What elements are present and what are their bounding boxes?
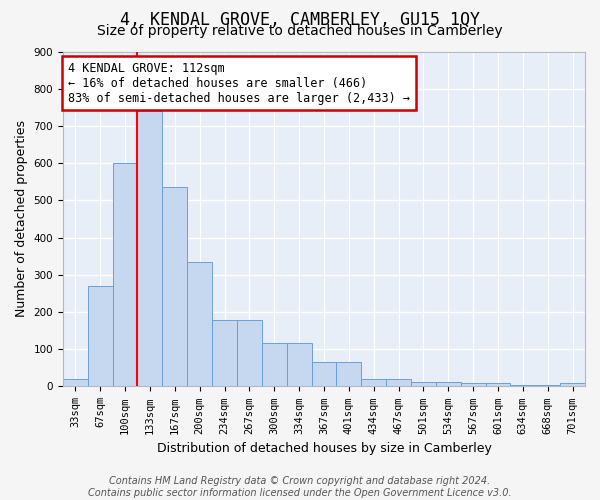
Bar: [113, 163, 137, 386]
Bar: [237, 320, 262, 386]
Bar: [63, 379, 88, 386]
Bar: [88, 286, 113, 386]
Bar: [287, 342, 311, 386]
Bar: [163, 188, 187, 386]
Text: 4 KENDAL GROVE: 112sqm
← 16% of detached houses are smaller (466)
83% of semi-de: 4 KENDAL GROVE: 112sqm ← 16% of detached…: [68, 62, 410, 104]
Bar: [411, 382, 436, 386]
Text: Size of property relative to detached houses in Camberley: Size of property relative to detached ho…: [97, 24, 503, 38]
Bar: [212, 320, 237, 386]
Bar: [535, 384, 560, 386]
Bar: [386, 379, 411, 386]
X-axis label: Distribution of detached houses by size in Camberley: Distribution of detached houses by size …: [157, 442, 491, 455]
Text: 4, KENDAL GROVE, CAMBERLEY, GU15 1QY: 4, KENDAL GROVE, CAMBERLEY, GU15 1QY: [120, 11, 480, 29]
Bar: [187, 262, 212, 386]
Bar: [560, 384, 585, 386]
Bar: [511, 384, 535, 386]
Bar: [137, 111, 163, 386]
Y-axis label: Number of detached properties: Number of detached properties: [15, 120, 28, 318]
Bar: [485, 384, 511, 386]
Text: Contains HM Land Registry data © Crown copyright and database right 2024.
Contai: Contains HM Land Registry data © Crown c…: [88, 476, 512, 498]
Bar: [436, 382, 461, 386]
Bar: [337, 362, 361, 386]
Bar: [461, 384, 485, 386]
Bar: [311, 362, 337, 386]
Bar: [361, 379, 386, 386]
Bar: [262, 342, 287, 386]
